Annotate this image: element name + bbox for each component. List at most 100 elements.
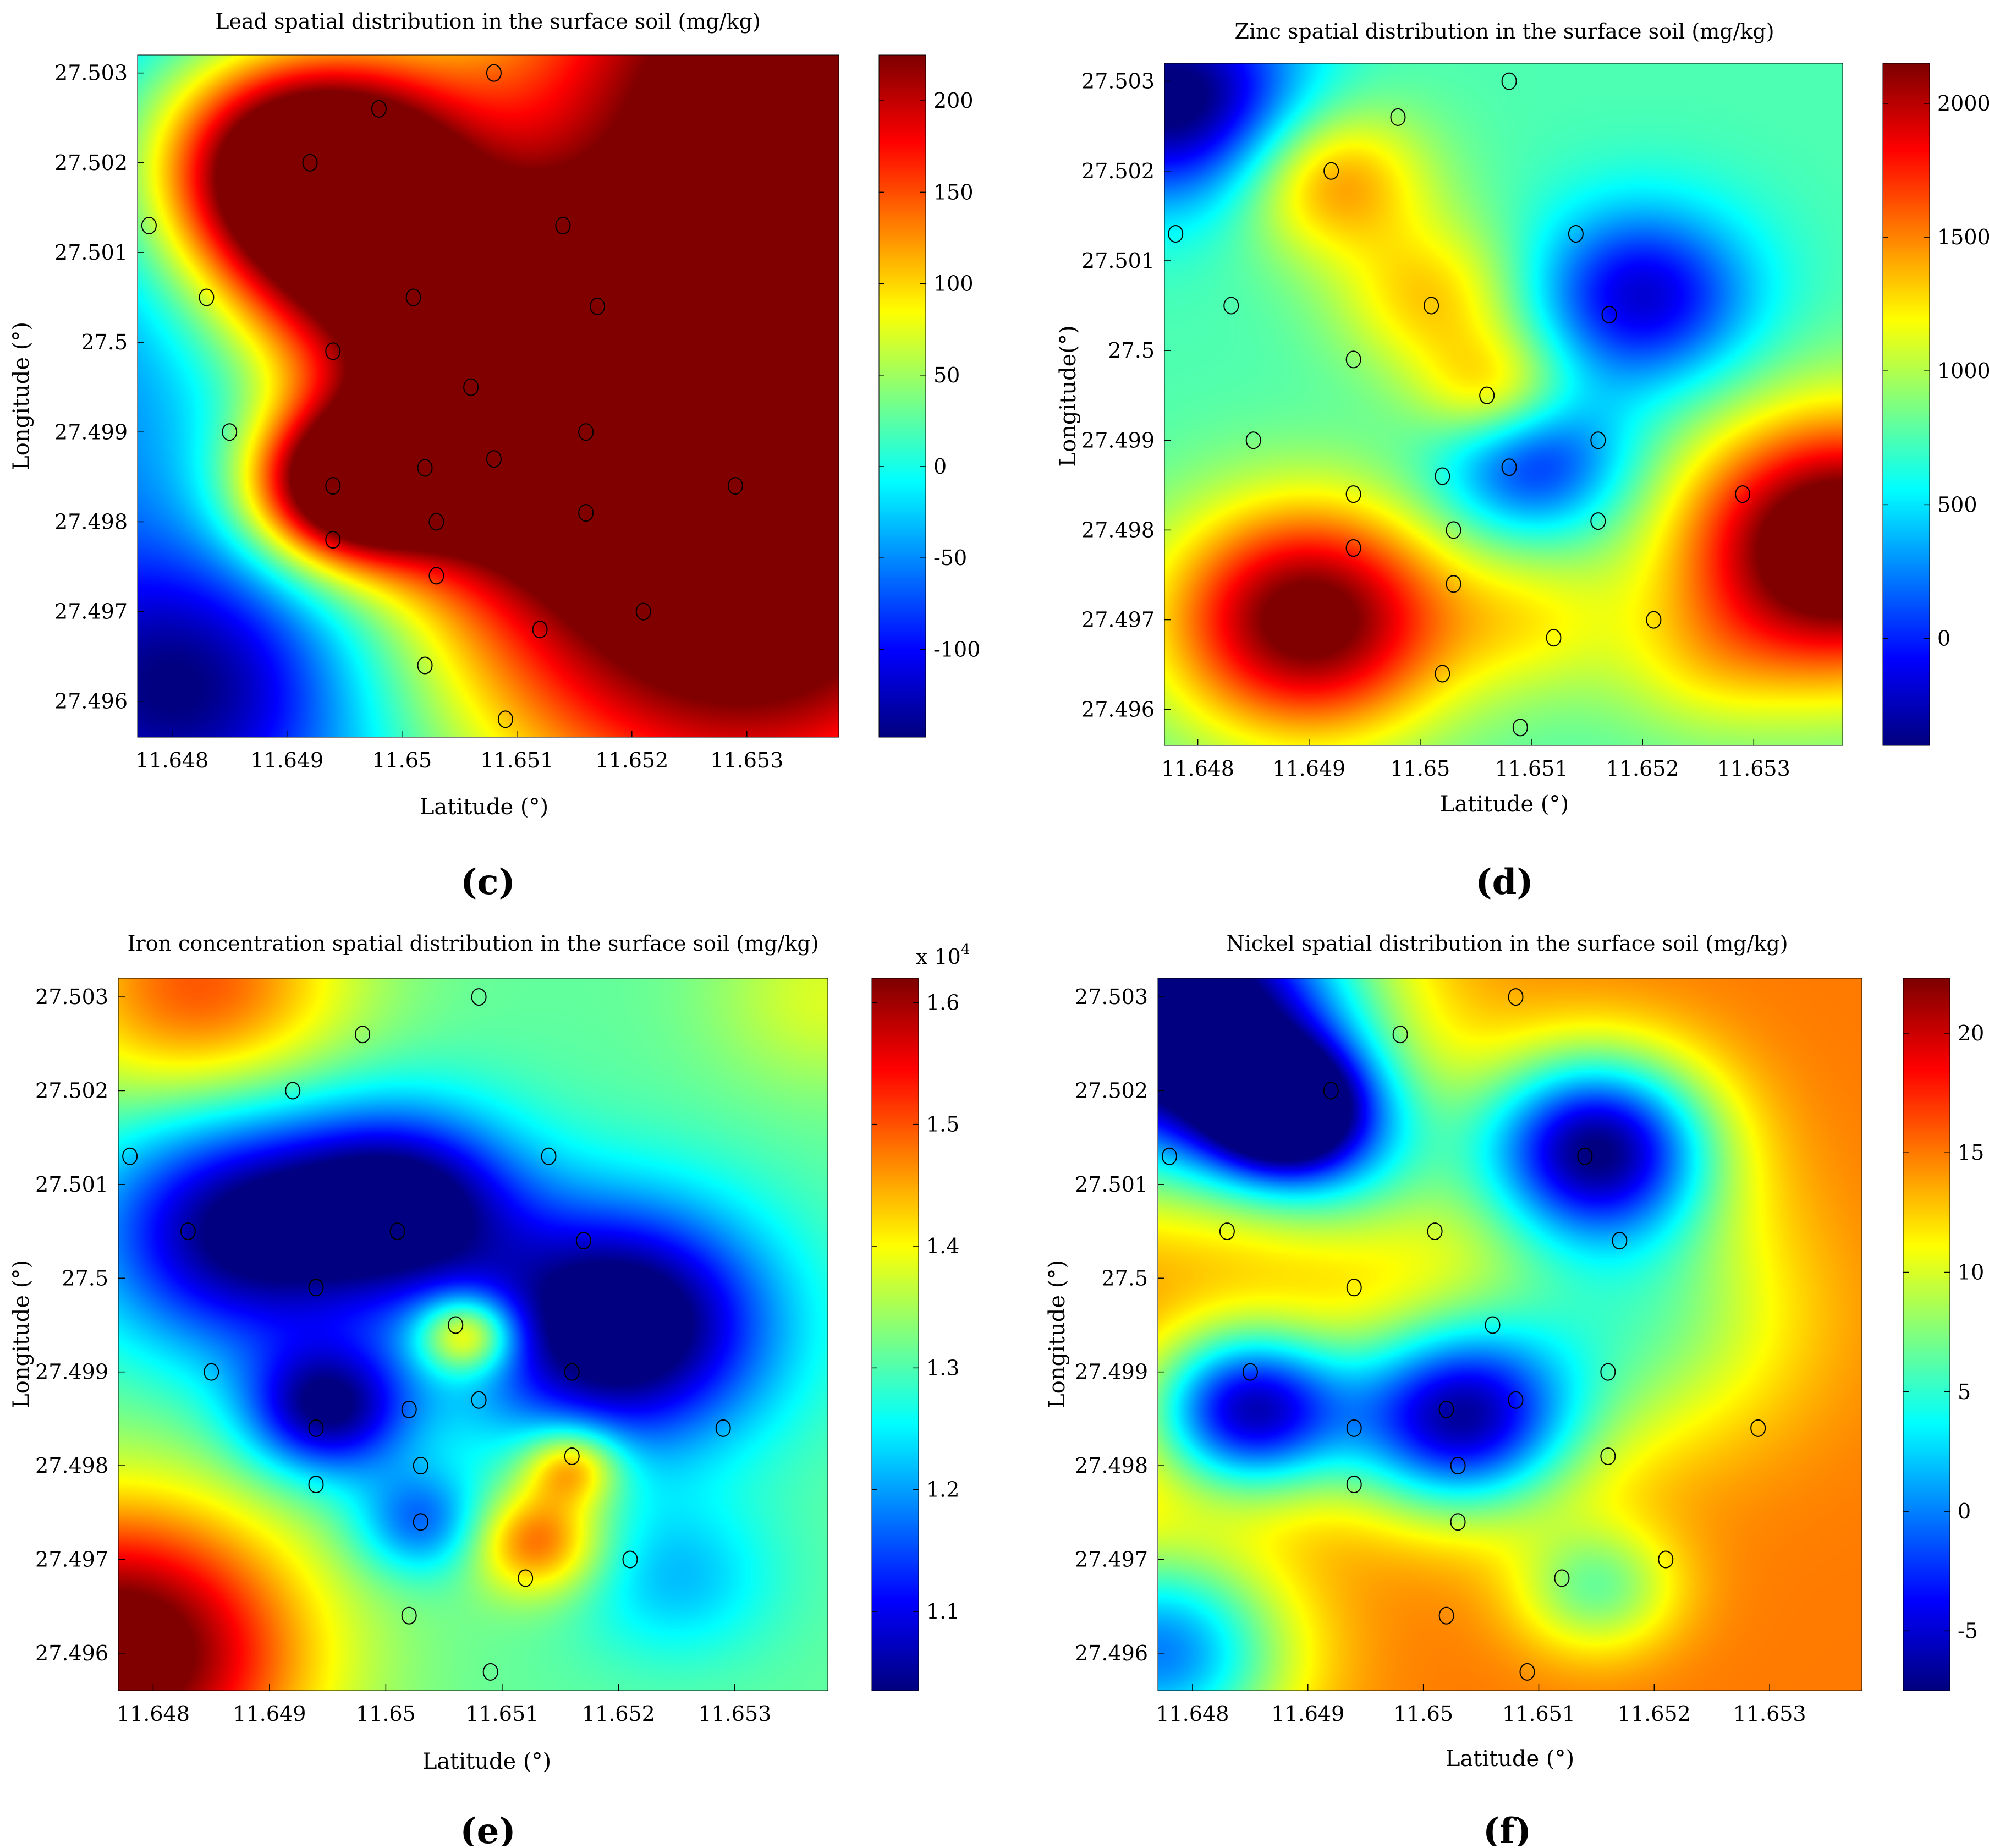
sample-point (1223, 297, 1239, 315)
sample-points (141, 64, 743, 728)
colorbar-tick-label: 1.2 (926, 1478, 959, 1502)
y-tick-label: 27.501 (1081, 249, 1155, 273)
y-tick-label: 27.498 (1081, 518, 1155, 542)
heatmap-image (1158, 978, 1862, 1691)
sample-point (622, 1550, 638, 1569)
sample-point (727, 477, 743, 495)
x-axis-label: Latitude (°) (422, 1749, 551, 1774)
sample-point (555, 217, 571, 234)
colorbar-tick-label: 0 (933, 454, 947, 479)
x-tick-label: 11.652 (1606, 756, 1679, 781)
y-tick-label: 27.503 (54, 61, 128, 85)
sample-point (1446, 575, 1461, 593)
colorbar-tick-label: 1.4 (926, 1234, 959, 1258)
sample-point (1479, 386, 1495, 404)
sample-point (1323, 1082, 1339, 1100)
sample-point (1646, 611, 1662, 629)
colorbar-image (1903, 978, 1950, 1691)
y-tick-label: 27.5 (1108, 338, 1155, 363)
panel-label: (e) (460, 1811, 515, 1846)
sample-point (355, 1026, 371, 1044)
y-tick-label: 27.497 (54, 600, 128, 624)
sample-point (1590, 512, 1606, 530)
x-axis-label: Latitude (°) (1446, 1746, 1574, 1772)
sample-point (428, 513, 444, 531)
y-tick-label: 27.5 (81, 330, 128, 354)
sample-points (1168, 72, 1751, 737)
y-tick-label: 27.497 (1075, 1547, 1148, 1571)
colorbar-frame (1903, 978, 1950, 1691)
x-ticks: 11.648 11.649 11.65 11.651 11.652 11.653 (1161, 739, 1790, 781)
y-axis-label: Longitude(°) (1056, 325, 1081, 467)
sample-point (497, 710, 513, 728)
sample-point (1508, 988, 1524, 1006)
x-tick-label: 11.651 (480, 748, 553, 772)
panel-label: (c) (460, 862, 515, 903)
x-tick-label: 11.65 (372, 748, 432, 772)
y-axis-label: Longitude (°) (9, 322, 34, 470)
colorbar-tick-label: -50 (933, 546, 967, 570)
x-tick-label: 11.653 (1733, 1702, 1806, 1726)
sample-point (413, 1457, 428, 1475)
sample-point (1427, 1222, 1443, 1241)
multiplier-exponent: 4 (961, 941, 970, 958)
colorbar-tick-label: 0 (1958, 1499, 1971, 1523)
y-tick-label: 27.502 (54, 151, 128, 175)
chart-title: Iron concentration spatial distribution … (127, 931, 818, 956)
colorbar-tick-label: -5 (1958, 1619, 1978, 1643)
x-tick-label: 11.648 (135, 748, 208, 772)
y-tick-label: 27.499 (35, 1360, 108, 1384)
panel-zinc: Zinc spatial distribution in the surface… (1056, 19, 1989, 903)
sample-point (389, 1222, 405, 1241)
sample-point (122, 1147, 138, 1165)
y-tick-label: 27.503 (35, 985, 108, 1009)
sample-point (1546, 629, 1562, 647)
colorbar-tick-label: 1.3 (926, 1356, 959, 1380)
y-tick-label: 27.503 (1081, 69, 1155, 94)
sample-point (715, 1419, 731, 1437)
y-tick-label: 27.496 (1075, 1641, 1148, 1665)
sample-point (1450, 1513, 1466, 1531)
x-ticks: 11.648 11.649 11.65 11.651 11.652 11.653 (135, 731, 783, 772)
sample-point (1446, 521, 1461, 539)
y-tick-label: 27.496 (54, 689, 128, 714)
y-tick-label: 27.502 (1075, 1078, 1148, 1103)
sample-point (575, 1232, 591, 1250)
sample-point (564, 1363, 580, 1381)
sample-point (1601, 305, 1617, 323)
sample-point (1501, 458, 1517, 476)
colorbar-ticks: 20 15 10 5 0 -5 (1903, 1021, 1984, 1643)
x-tick-label: 11.651 (465, 1702, 539, 1726)
multiplier-base: x 10 (916, 945, 961, 969)
sample-point (1219, 1222, 1235, 1241)
sample-point (1345, 539, 1361, 557)
y-tick-label: 27.498 (35, 1454, 108, 1478)
x-tick-label: 11.653 (710, 748, 783, 772)
x-tick-label: 11.652 (1618, 1702, 1691, 1726)
sample-point (1345, 350, 1361, 369)
y-tick-label: 27.501 (35, 1172, 108, 1197)
sample-point (1590, 431, 1606, 449)
y-tick-label: 27.497 (35, 1547, 108, 1571)
sample-point (1424, 297, 1439, 315)
x-tick-label: 11.649 (1272, 756, 1345, 781)
sample-point (1600, 1447, 1616, 1466)
sample-point (1346, 1279, 1362, 1297)
x-tick-label: 11.649 (233, 1702, 306, 1726)
sample-point (417, 656, 433, 675)
sample-point (635, 602, 651, 621)
x-tick-label: 11.651 (1502, 1702, 1575, 1726)
y-axis-label: Longitude (°) (1045, 1260, 1070, 1408)
sample-point (532, 621, 548, 639)
y-tick-label: 27.496 (35, 1641, 108, 1665)
sample-point (302, 153, 318, 172)
x-tick-label: 11.65 (356, 1702, 416, 1726)
plot-frame (1164, 63, 1843, 746)
sample-point (325, 531, 341, 549)
sample-point (463, 378, 479, 396)
y-ticks: 27.503 27.502 27.501 27.5 27.499 27.498 27.497… (54, 61, 144, 714)
panel-iron: Iron concentration spatial distribution … (9, 931, 970, 1848)
sample-point (308, 1279, 324, 1297)
colorbar-tick-label: 1000 (1937, 359, 1989, 383)
